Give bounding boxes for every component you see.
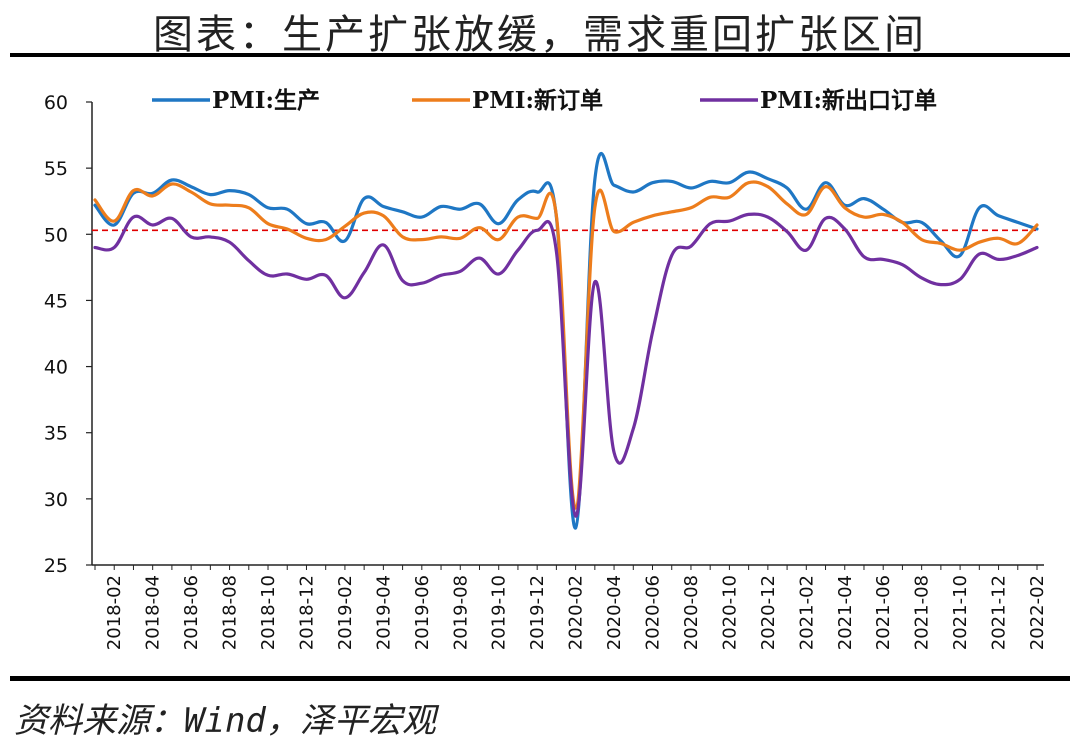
x-tick-label: 2021-12 — [989, 575, 1010, 650]
x-tick-label: 2019-08 — [450, 575, 471, 650]
x-tick-label: 2018-10 — [258, 575, 279, 650]
x-tick-label: 2019-06 — [412, 575, 433, 650]
x-tick-label: 2019-10 — [489, 575, 510, 650]
x-tick-label: 2021-02 — [796, 575, 817, 650]
x-tick-label: 2021-08 — [912, 575, 933, 650]
x-tick-label: 2020-06 — [643, 575, 664, 650]
series-line-production — [93, 151, 1039, 530]
y-tick-label: 30 — [44, 489, 68, 511]
series-lines — [93, 151, 1039, 530]
legend-label-new_orders: PMI:新订单 — [472, 87, 603, 114]
x-tick-label: 2021-04 — [835, 575, 856, 650]
source-note: 资料来源：Wind，泽平宏观 — [14, 701, 436, 741]
x-tick-label: 2020-02 — [566, 575, 587, 650]
x-tick-label: 2018-12 — [296, 575, 317, 650]
x-tick-label: 2019-12 — [527, 575, 548, 650]
x-tick-label: 2020-08 — [681, 575, 702, 650]
y-tick-label: 50 — [44, 224, 68, 246]
series-line-export_orders — [93, 212, 1039, 518]
x-axis-ticks: 2018-02 2018-04 2018-06 2018-08 2018-10 2018-… — [94, 565, 1048, 650]
legend-label-export_orders: PMI:新出口订单 — [760, 87, 937, 114]
x-tick-label: 2020-12 — [758, 575, 779, 650]
y-tick-label: 45 — [44, 290, 68, 312]
legend-label-production: PMI:生产 — [212, 87, 320, 114]
x-tick-label: 2018-02 — [104, 575, 125, 650]
legend: PMI:生产 PMI:新订单 PMI:新出口订单 — [152, 87, 937, 114]
x-tick-label: 2018-04 — [143, 575, 164, 650]
y-tick-label: 55 — [44, 158, 68, 180]
y-tick-label: 60 — [44, 92, 68, 114]
x-tick-label: 2022-02 — [1027, 575, 1048, 650]
x-tick-label: 2020-10 — [719, 575, 740, 650]
y-tick-label: 40 — [44, 357, 68, 379]
x-tick-label: 2021-06 — [873, 575, 894, 650]
title-divider — [10, 53, 1070, 57]
axes — [91, 102, 1044, 566]
x-tick-label: 2018-06 — [181, 575, 202, 650]
x-tick-label: 2021-10 — [950, 575, 971, 650]
footer-divider — [10, 676, 1070, 681]
y-tick-label: 25 — [44, 555, 68, 577]
x-tick-label: 2019-04 — [373, 575, 394, 650]
x-tick-label: 2018-08 — [220, 575, 241, 650]
x-tick-label: 2020-04 — [604, 575, 625, 650]
y-tick-label: 35 — [44, 423, 68, 445]
y-axis-ticks: 25 30 35 40 45 50 55 60 — [44, 92, 92, 577]
x-tick-label: 2019-02 — [335, 575, 356, 650]
chart-title: 图表：生产扩张放缓，需求重回扩张区间 — [153, 12, 927, 58]
